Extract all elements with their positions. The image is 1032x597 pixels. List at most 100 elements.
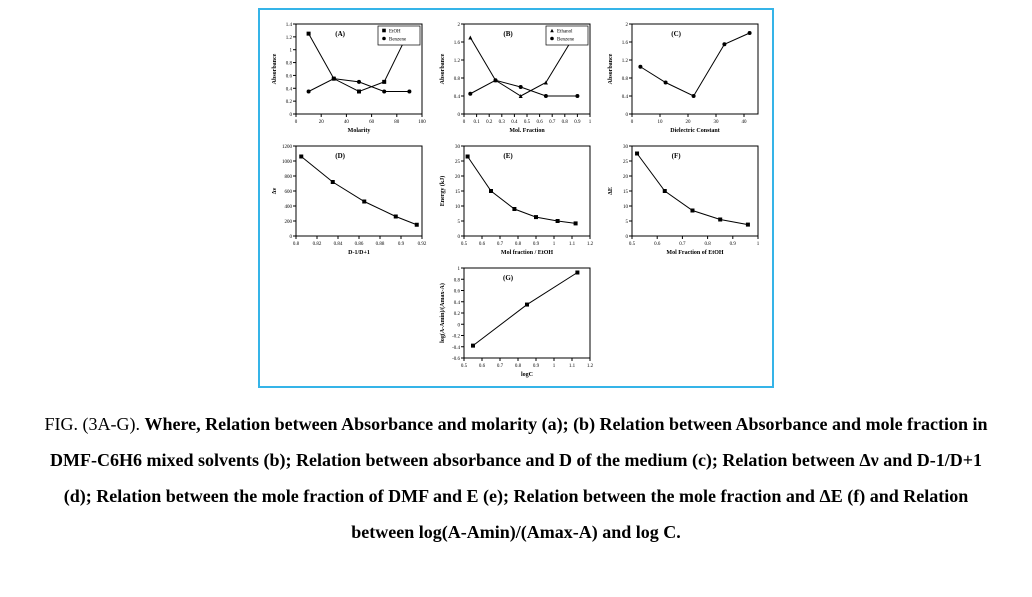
svg-text:1.6: 1.6 [454, 41, 461, 46]
svg-text:1.2: 1.2 [622, 59, 629, 64]
panel-b: 00.10.20.30.40.50.60.70.80.9100.40.81.21… [436, 16, 596, 134]
svg-text:1: 1 [290, 49, 293, 54]
svg-text:10: 10 [455, 205, 461, 210]
svg-text:0.2: 0.2 [486, 120, 493, 125]
svg-text:0.5: 0.5 [461, 242, 468, 247]
svg-text:0: 0 [290, 113, 293, 118]
svg-text:30: 30 [623, 145, 629, 150]
svg-text:0.5: 0.5 [629, 242, 636, 247]
svg-text:0.7: 0.7 [549, 120, 556, 125]
svg-text:0: 0 [463, 120, 466, 125]
svg-text:0.7: 0.7 [497, 364, 504, 369]
svg-text:(C): (C) [671, 30, 681, 38]
svg-text:0: 0 [458, 113, 461, 118]
svg-text:200: 200 [285, 220, 293, 225]
svg-text:1.6: 1.6 [622, 41, 629, 46]
svg-text:15: 15 [455, 190, 461, 195]
svg-text:logC: logC [521, 372, 533, 378]
row-2: 0.80.820.840.860.880.90.9202004006008001… [268, 138, 764, 256]
svg-text:0.2: 0.2 [454, 312, 461, 317]
svg-text:40: 40 [742, 120, 748, 125]
svg-text:Energy (kJ): Energy (kJ) [439, 176, 446, 207]
figure-caption: FIG. (3A-G). Where, Relation between Abs… [36, 406, 996, 550]
svg-text:25: 25 [623, 160, 629, 165]
svg-text:Absorbance: Absorbance [272, 53, 278, 84]
svg-text:Absorbance: Absorbance [440, 53, 446, 84]
svg-text:0.8: 0.8 [454, 278, 461, 283]
svg-text:800: 800 [285, 175, 293, 180]
panel-e: 0.50.60.70.80.911.11.2051015202530Mol fr… [436, 138, 596, 256]
svg-text:400: 400 [285, 205, 293, 210]
caption-lead: FIG. (3A-G). [44, 414, 144, 434]
svg-text:0.6: 0.6 [454, 290, 461, 295]
svg-text:80: 80 [394, 120, 400, 125]
svg-text:600: 600 [285, 190, 293, 195]
panel-c: 01020304000.40.81.21.62Dielectric Consta… [604, 16, 764, 134]
panel-d: 0.80.820.840.860.880.90.9202004006008001… [268, 138, 428, 256]
svg-text:0: 0 [626, 235, 629, 240]
panel-g: 0.50.60.70.80.911.11.2-0.6-0.4-0.200.20.… [436, 260, 596, 378]
svg-text:0.8: 0.8 [286, 62, 293, 67]
svg-text:0.6: 0.6 [654, 242, 661, 247]
svg-text:1.1: 1.1 [569, 364, 576, 369]
svg-text:2: 2 [626, 23, 629, 28]
svg-text:1.2: 1.2 [587, 364, 594, 369]
svg-text:1.1: 1.1 [569, 242, 576, 247]
svg-text:2: 2 [458, 23, 461, 28]
svg-text:0.8: 0.8 [293, 242, 300, 247]
svg-text:Benzene: Benzene [389, 38, 407, 43]
svg-text:10: 10 [623, 205, 629, 210]
svg-text:5: 5 [626, 220, 629, 225]
svg-text:20: 20 [319, 120, 325, 125]
svg-text:0.9: 0.9 [398, 242, 405, 247]
svg-text:D-1/D+1: D-1/D+1 [348, 250, 370, 256]
svg-text:0.5: 0.5 [524, 120, 531, 125]
svg-text:Molarity: Molarity [348, 128, 371, 134]
svg-text:1: 1 [553, 242, 556, 247]
svg-text:-0.4: -0.4 [452, 346, 460, 351]
svg-text:0: 0 [290, 235, 293, 240]
svg-text:0.88: 0.88 [376, 242, 385, 247]
svg-text:Benzene: Benzene [557, 38, 575, 43]
svg-text:0.6: 0.6 [479, 242, 486, 247]
svg-text:0.4: 0.4 [286, 87, 293, 92]
figure-panel-box: 02040608010000.20.40.60.811.21.4Molarity… [258, 8, 774, 388]
svg-text:100: 100 [418, 120, 426, 125]
svg-text:0.8: 0.8 [515, 242, 522, 247]
svg-text:Mol fraction / EtOH: Mol fraction / EtOH [501, 250, 553, 256]
svg-text:0.6: 0.6 [479, 364, 486, 369]
svg-text:0.4: 0.4 [511, 120, 518, 125]
caption-body: Where, Relation between Absorbance and m… [50, 414, 988, 542]
svg-text:1200: 1200 [282, 145, 293, 150]
svg-text:0.86: 0.86 [355, 242, 364, 247]
svg-text:0.5: 0.5 [461, 364, 468, 369]
svg-text:1.2: 1.2 [454, 59, 461, 64]
svg-text:(D): (D) [335, 152, 345, 160]
svg-text:EtOH: EtOH [389, 30, 401, 35]
svg-text:5: 5 [458, 220, 461, 225]
svg-text:0.8: 0.8 [515, 364, 522, 369]
svg-text:20: 20 [455, 175, 461, 180]
svg-text:Δν: Δν [272, 187, 278, 194]
svg-text:0: 0 [458, 323, 461, 328]
svg-text:0.8: 0.8 [704, 242, 711, 247]
svg-text:(E): (E) [503, 152, 513, 160]
svg-text:0.9: 0.9 [533, 364, 540, 369]
row-1: 02040608010000.20.40.60.811.21.4Molarity… [268, 16, 764, 134]
row-3: 0.50.60.70.80.911.11.2-0.6-0.4-0.200.20.… [436, 260, 596, 378]
svg-text:0: 0 [626, 113, 629, 118]
svg-text:(G): (G) [503, 274, 514, 282]
svg-text:0.92: 0.92 [418, 242, 427, 247]
svg-text:0.4: 0.4 [622, 95, 629, 100]
svg-text:0.82: 0.82 [313, 242, 322, 247]
svg-text:0.7: 0.7 [497, 242, 504, 247]
svg-text:0.6: 0.6 [536, 120, 543, 125]
svg-text:30: 30 [455, 145, 461, 150]
svg-text:1.2: 1.2 [587, 242, 594, 247]
svg-text:20: 20 [686, 120, 692, 125]
svg-text:Absorbance: Absorbance [608, 53, 614, 84]
svg-text:Dielectric Constant: Dielectric Constant [670, 128, 720, 134]
svg-text:1: 1 [458, 267, 461, 272]
svg-text:0.4: 0.4 [454, 301, 461, 306]
panel-f: 0.50.60.70.80.91051015202530Mol Fraction… [604, 138, 764, 256]
